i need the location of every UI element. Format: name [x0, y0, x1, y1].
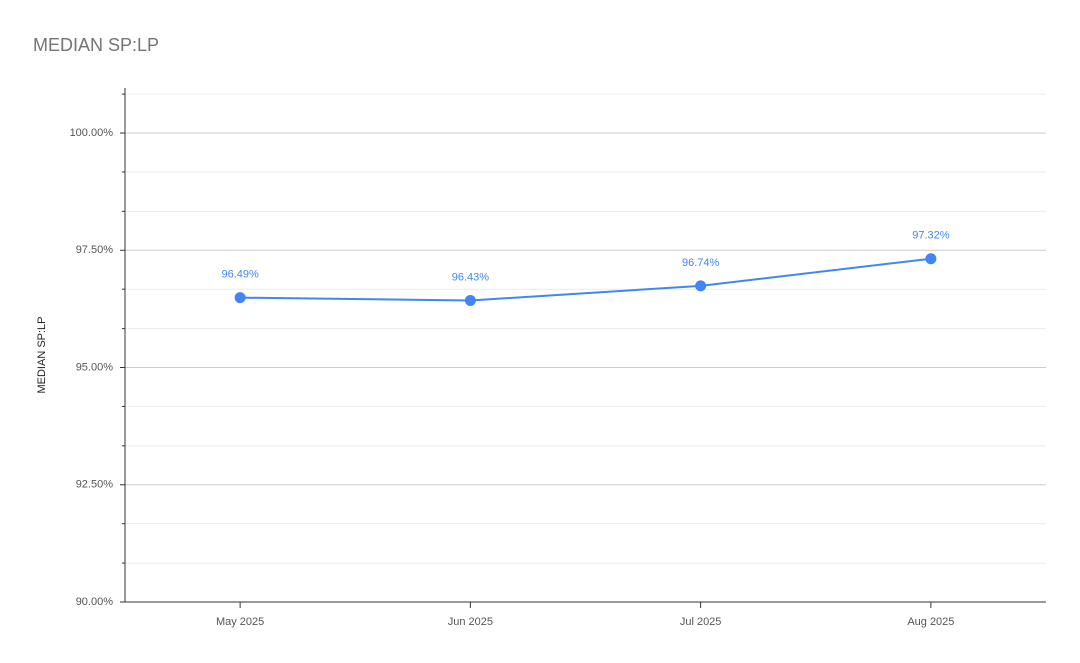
- data-label: 96.43%: [452, 271, 490, 283]
- data-point: [695, 280, 707, 292]
- x-tick-label: Aug 2025: [907, 616, 954, 628]
- x-tick-label: Jul 2025: [680, 616, 722, 628]
- x-tick-label: Jun 2025: [448, 616, 493, 628]
- series-line: [240, 257, 931, 302]
- data-label: 97.32%: [912, 230, 950, 242]
- y-tick-label: 92.50%: [76, 479, 114, 491]
- y-tick-label: 95.00%: [76, 361, 114, 373]
- y-tick-label: 100.00%: [70, 127, 114, 139]
- y-tick-label: 97.50%: [76, 244, 114, 256]
- y-tick-label: 90.00%: [76, 596, 114, 608]
- y-axis-title: MEDIAN SP:LP: [36, 316, 48, 393]
- data-point: [925, 253, 937, 265]
- data-point: [464, 294, 476, 306]
- data-label: 96.49%: [221, 269, 259, 281]
- data-point: [234, 292, 246, 304]
- x-tick-label: May 2025: [216, 616, 264, 628]
- chart-title: MEDIAN SP:LP: [33, 35, 159, 55]
- data-label: 96.74%: [682, 257, 720, 269]
